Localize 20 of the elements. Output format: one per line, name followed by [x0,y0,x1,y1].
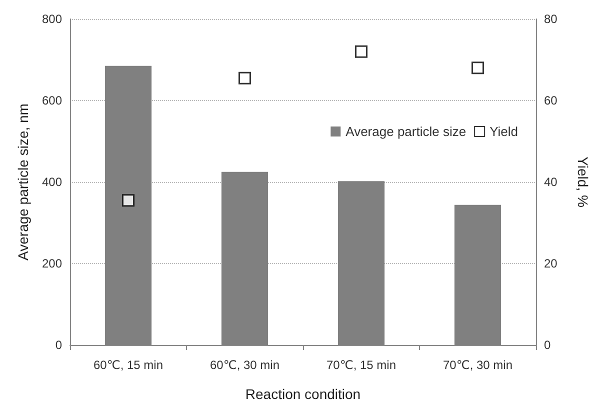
legend-label: Yield [490,124,518,139]
y2-tick-label: 60 [544,94,558,108]
y2-tick-label: 20 [544,256,558,270]
y2-tick-label: 0 [544,338,551,352]
y-tick-label: 0 [55,338,62,352]
legend-label: Average particle size [346,124,466,139]
x-tick-label: 60℃, 30 min [210,358,280,372]
y2-tick-label: 80 [544,12,558,26]
y2-axis-title: Yield, % [575,156,591,208]
y2-tick-label: 40 [544,175,558,189]
x-tick-label: 60℃, 15 min [93,358,164,372]
y-tick-label: 400 [42,175,62,189]
y-tick-label: 600 [42,94,62,108]
x-tick-label: 70℃, 30 min [442,358,513,372]
point [122,194,134,207]
x-axis-title: Reaction condition [245,386,361,402]
y-axis-title: Average particle size, nm [15,104,31,260]
x-tick-label: 70℃, 15 min [326,358,396,372]
y-tick-label: 800 [42,12,62,26]
y-tick-label: 200 [42,256,62,270]
